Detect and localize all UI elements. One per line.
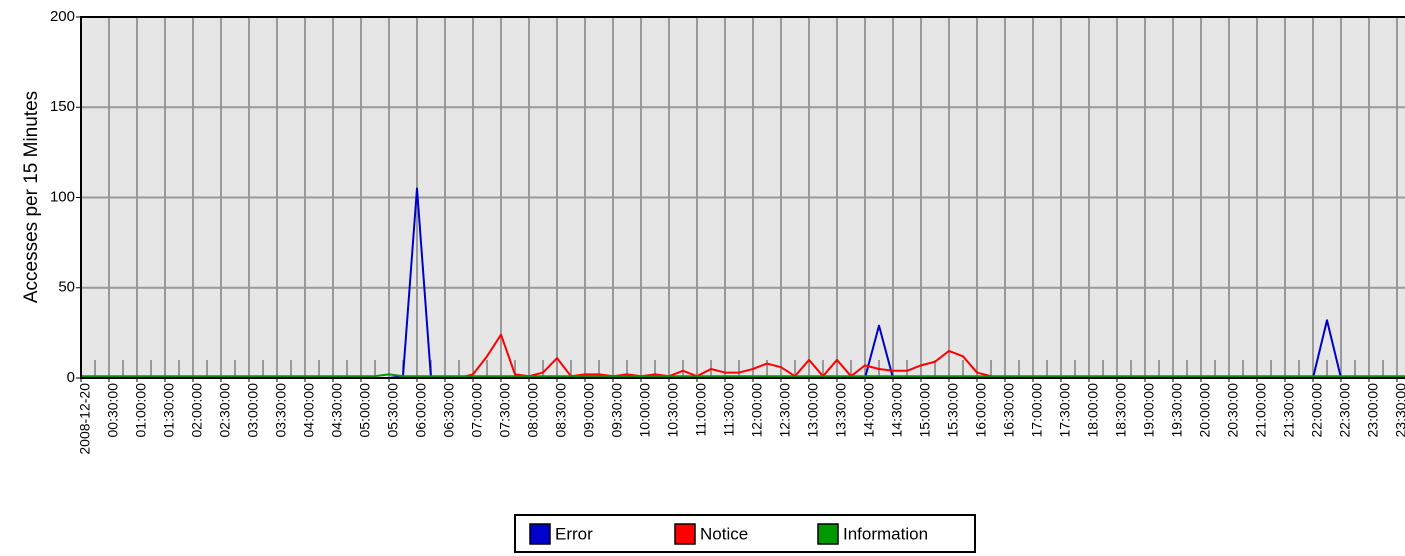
x-tick-label: 04:30:00 [329,383,345,438]
x-tick-label: 14:30:00 [889,383,905,438]
y-tick-label: 200 [50,8,75,25]
y-axis-label: Accesses per 15 Minutes [21,91,42,303]
legend-swatch [674,523,696,545]
x-tick-label: 11:00:00 [693,383,709,437]
x-tick-label: 12:00:00 [749,383,765,438]
x-tick-label: 07:30:00 [497,383,513,438]
x-tick-label: 07:00:00 [469,383,485,438]
x-tick-label: 01:00:00 [133,383,149,438]
x-tick-label: 06:30:00 [441,383,457,438]
y-tick-label: 150 [50,98,75,115]
x-tick-label: 06:00:00 [413,383,429,438]
x-tick-label: 18:30:00 [1113,383,1129,438]
plot-border [80,16,1405,379]
x-tick-label: 10:00:00 [637,383,653,438]
legend-label: Notice [700,524,748,543]
x-tick-label: 10:30:00 [665,383,681,438]
legend-swatch [817,523,839,545]
x-tick-label: 15:30:00 [945,383,961,438]
x-tick-label: 09:00:00 [581,383,597,438]
x-tick-label: 11:30:00 [721,383,737,437]
x-tick-label: 20:30:00 [1225,383,1241,438]
x-tick-label: 22:00:00 [1309,383,1325,438]
x-tick-label: 17:30:00 [1057,383,1073,438]
legend-label: Error [555,524,593,543]
x-tick-label: 16:00:00 [973,383,989,438]
x-tick-label: 23:30:00 [1393,383,1405,438]
x-tick-label: 04:00:00 [301,383,317,438]
x-tick-label: 12:30:00 [777,383,793,438]
x-tick-label: 00:30:00 [105,383,121,438]
x-tick-label: 23:00:00 [1365,383,1381,438]
x-tick-label: 20:00:00 [1197,383,1213,438]
x-tick-label: 02:00:00 [189,383,205,438]
legend-label: Information [843,524,928,543]
y-tick-label: 0 [67,369,75,386]
x-tick-label: 16:30:00 [1001,383,1017,438]
x-tick-label: 13:00:00 [805,383,821,438]
x-tick-label: 08:30:00 [553,383,569,438]
legend-box [514,514,976,553]
x-tick-label: 05:30:00 [385,383,401,438]
x-tick-label: 08:00:00 [525,383,541,438]
x-tick-label: 03:30:00 [273,383,289,438]
x-tick-label: 02:30:00 [217,383,233,438]
y-tick-label: 50 [58,279,75,296]
x-tick-label: 17:00:00 [1029,383,1045,438]
x-tick-label: 01:30:00 [161,383,177,438]
x-tick-label: 21:00:00 [1253,383,1269,438]
x-tick-label: 09:30:00 [609,383,625,438]
y-tick-label: 100 [50,188,75,205]
legend-swatch [529,523,551,545]
x-tick-label: 22:30:00 [1337,383,1353,438]
x-tick-label: 2008-12-20 [77,383,93,455]
x-tick-label: 13:30:00 [833,383,849,438]
x-tick-label: 21:30:00 [1281,383,1297,438]
x-tick-label: 18:00:00 [1085,383,1101,438]
x-tick-label: 19:30:00 [1169,383,1185,438]
x-tick-label: 03:00:00 [245,383,261,438]
x-tick-label: 14:00:00 [861,383,877,438]
x-tick-label: 05:00:00 [357,383,373,438]
x-tick-label: 15:00:00 [917,383,933,438]
x-tick-label: 19:00:00 [1141,383,1157,438]
series-line [81,373,1405,378]
